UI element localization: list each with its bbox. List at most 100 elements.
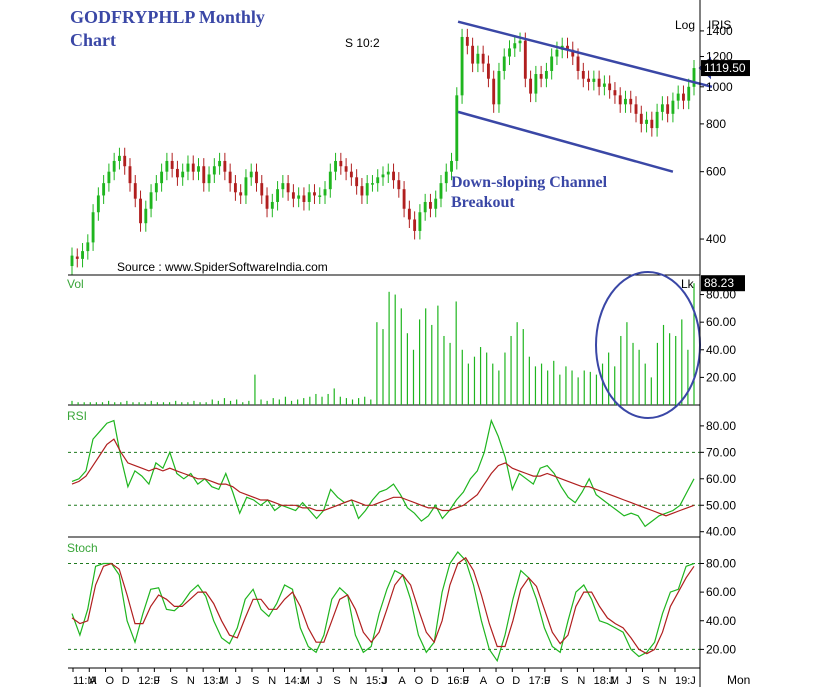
candle (434, 198, 438, 209)
x-tick-label: O (415, 675, 424, 687)
candle (86, 242, 90, 252)
candle (75, 256, 79, 259)
candle (360, 186, 364, 196)
candle (455, 95, 459, 161)
x-tick-label: A (398, 675, 406, 687)
x-tick-label: N (187, 675, 195, 687)
candle (581, 70, 585, 79)
candle (550, 56, 554, 71)
candle (645, 119, 648, 124)
x-tick-label: 16:F (447, 675, 469, 687)
candle (481, 53, 485, 64)
x-tick-label: O (106, 675, 115, 687)
channel-annotation: Down-sloping Channel Breakout (451, 174, 608, 211)
candle (112, 160, 116, 172)
candle (418, 212, 422, 231)
candle (365, 183, 369, 196)
candle (597, 78, 601, 87)
candle (687, 86, 691, 101)
candle (492, 78, 496, 105)
x-tick-label: S (171, 675, 178, 687)
chart-title: GODFRYPHLP Monthly Chart (70, 7, 265, 50)
candle (682, 93, 685, 101)
candle (371, 183, 374, 185)
candle (413, 219, 417, 231)
candle (170, 160, 174, 169)
candle (676, 93, 680, 101)
candle (634, 104, 638, 114)
candle (529, 78, 533, 94)
candle (102, 183, 106, 196)
candle (660, 104, 664, 112)
candle (523, 40, 527, 79)
price-panel: S 10:2 Source : www.SpiderSoftwareIndia.c… (68, 20, 721, 276)
rsi-line (71, 418, 695, 528)
candle (249, 171, 253, 178)
stoch-tick-label: 20.00 (706, 642, 736, 656)
candle (386, 171, 390, 175)
x-tick-label: S (252, 675, 259, 687)
candle (175, 168, 179, 178)
candle (191, 163, 195, 172)
candle (323, 189, 327, 196)
candle (650, 119, 654, 129)
candle (508, 48, 511, 57)
candle (566, 45, 569, 50)
x-tick-label: J (382, 675, 388, 687)
candle (502, 56, 506, 71)
candle (239, 192, 243, 196)
candle (349, 171, 353, 178)
candle (123, 155, 127, 167)
rsi-tick-label: 50.00 (706, 498, 736, 512)
candle (318, 195, 322, 197)
volume-title: Vol (67, 277, 84, 291)
volume-unit: Lk (681, 277, 695, 291)
x-tick-label: J (317, 675, 323, 687)
price-tick-label: 600 (706, 165, 726, 179)
stoch-tick-label: 40.00 (706, 614, 736, 628)
candle (624, 98, 627, 105)
candle (592, 78, 596, 82)
candle (655, 111, 659, 129)
x-tick-label: 14:J (285, 675, 306, 687)
candle (381, 174, 385, 178)
candle (149, 192, 153, 209)
stoch-tick-label: 60.00 (706, 585, 736, 599)
x-tick-label: M (301, 675, 310, 687)
x-tick-label: J (463, 675, 469, 687)
candle (91, 212, 95, 243)
x-tick-label: 19:J (675, 675, 696, 687)
x-tick-label: 11:M (73, 675, 97, 687)
volume-tick-label: 20.00 (706, 370, 736, 384)
x-tick-label: 12:F (138, 675, 160, 687)
candle (139, 198, 142, 224)
candle (429, 201, 432, 209)
candle (291, 192, 295, 199)
candle (471, 45, 475, 64)
candle (128, 166, 132, 184)
candle (692, 68, 696, 87)
candle (439, 183, 443, 199)
price-tick-label: 1200 (706, 50, 733, 64)
stoch-line (71, 551, 695, 663)
x-tick-label: N (577, 675, 585, 687)
candle (197, 166, 200, 172)
candle (186, 163, 190, 172)
candle (344, 166, 348, 172)
candle (392, 171, 395, 181)
candle (286, 183, 290, 193)
candle (270, 201, 274, 209)
x-tick-label: A (480, 675, 488, 687)
candle (423, 201, 427, 213)
x-tick-label: M (610, 675, 619, 687)
rsi-tick-label: 60.00 (706, 472, 736, 486)
x-tick-label: A (89, 675, 97, 687)
candle (608, 83, 612, 91)
candle (181, 171, 185, 178)
scale-label: Log (675, 18, 695, 32)
candle (555, 49, 559, 57)
rsi-line (71, 438, 695, 517)
candle (618, 95, 622, 105)
